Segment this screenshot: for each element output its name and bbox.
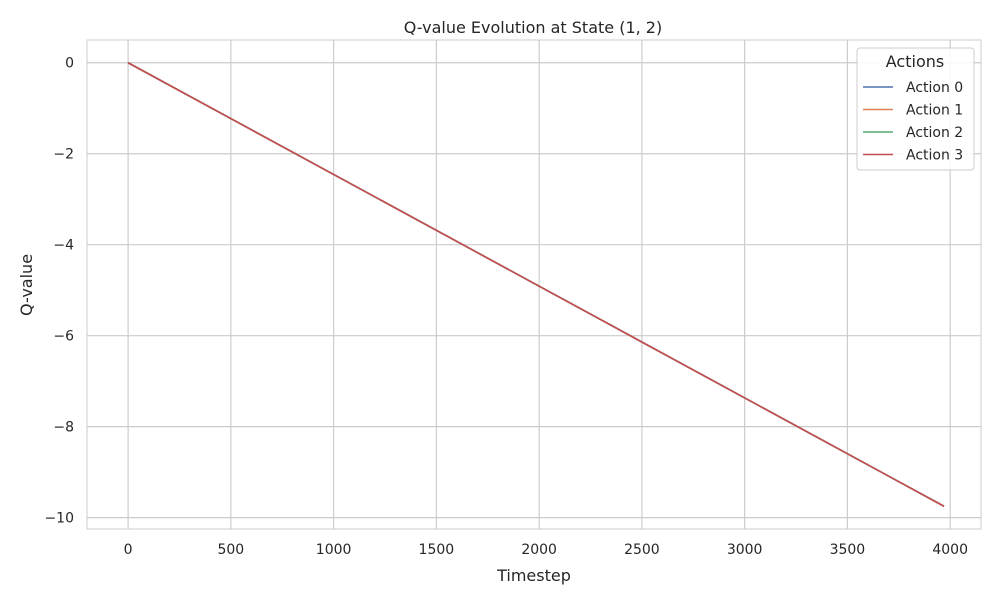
y-tick-label: −2 — [53, 147, 74, 163]
legend-label: Action 1 — [906, 103, 963, 119]
y-tick-label: −8 — [53, 420, 74, 436]
y-axis-label: Q-value — [17, 254, 36, 316]
x-tick-label: 1000 — [316, 542, 352, 558]
legend-box — [856, 47, 975, 171]
x-tick-label: 4000 — [932, 542, 968, 558]
legend-items: Action 0 Action 1 Action 2 Action 3 — [863, 80, 963, 164]
y-axis-ticks: 0 −2 −4 −6 −8 −10 — [44, 56, 74, 527]
legend-label: Action 2 — [906, 125, 963, 141]
x-tick-label: 500 — [217, 542, 244, 558]
y-tick-label: −6 — [53, 329, 74, 345]
x-tick-label: 3000 — [727, 542, 763, 558]
x-tick-label: 3500 — [830, 542, 866, 558]
legend-title: Actions — [886, 52, 944, 71]
series-line-action-3 — [127, 62, 945, 507]
y-tick-label: −10 — [44, 511, 74, 527]
x-axis-label: Timestep — [496, 566, 571, 585]
chart-title: Q-value Evolution at State (1, 2) — [404, 18, 662, 37]
x-tick-label: 2500 — [624, 542, 660, 558]
x-tick-label: 0 — [124, 542, 133, 558]
legend-label: Action 3 — [906, 148, 963, 164]
legend: Actions Action 0 Action 1 Action 2 Action 3 — [856, 47, 975, 171]
x-axis-ticks: 0 500 1000 1500 2000 2500 3000 3500 4000 — [124, 542, 968, 558]
x-tick-label: 2000 — [521, 542, 557, 558]
y-tick-label: 0 — [65, 56, 74, 72]
x-tick-label: 1500 — [419, 542, 455, 558]
y-tick-label: −4 — [53, 238, 74, 254]
series-lines — [127, 62, 945, 507]
legend-label: Action 0 — [906, 80, 963, 96]
